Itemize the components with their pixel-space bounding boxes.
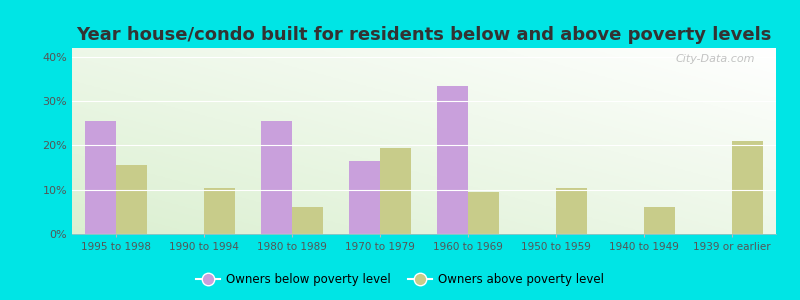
Bar — [380, 148, 411, 234]
Title: Year house/condo built for residents below and above poverty levels: Year house/condo built for residents bel… — [76, 26, 772, 44]
Bar — [261, 121, 292, 234]
Legend: Owners below poverty level, Owners above poverty level: Owners below poverty level, Owners above… — [191, 269, 609, 291]
Bar — [86, 121, 116, 234]
Bar — [116, 165, 147, 234]
Bar — [468, 192, 499, 234]
Text: City-Data.com: City-Data.com — [675, 54, 755, 64]
Bar — [204, 188, 235, 234]
Bar — [350, 161, 380, 234]
Bar — [556, 188, 586, 234]
Bar — [292, 207, 323, 234]
Bar — [438, 85, 468, 234]
Bar — [732, 141, 763, 234]
Bar — [644, 207, 674, 234]
